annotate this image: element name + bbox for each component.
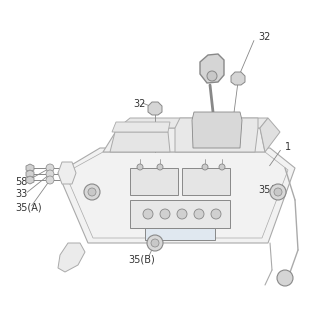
Polygon shape bbox=[112, 122, 170, 132]
Polygon shape bbox=[26, 164, 34, 172]
Polygon shape bbox=[200, 54, 224, 83]
Circle shape bbox=[219, 164, 225, 170]
Circle shape bbox=[160, 209, 170, 219]
Circle shape bbox=[88, 188, 96, 196]
Text: 35(A): 35(A) bbox=[15, 203, 42, 213]
Polygon shape bbox=[58, 243, 85, 272]
Circle shape bbox=[277, 270, 293, 286]
Polygon shape bbox=[192, 112, 242, 148]
Polygon shape bbox=[58, 162, 76, 184]
Circle shape bbox=[46, 170, 54, 178]
Circle shape bbox=[143, 209, 153, 219]
Text: 32: 32 bbox=[258, 32, 270, 42]
Text: 1: 1 bbox=[285, 142, 291, 152]
Text: 35(B): 35(B) bbox=[128, 255, 155, 265]
Circle shape bbox=[211, 209, 221, 219]
Circle shape bbox=[157, 164, 163, 170]
Polygon shape bbox=[145, 228, 215, 240]
Polygon shape bbox=[26, 176, 34, 184]
Polygon shape bbox=[103, 128, 265, 152]
Polygon shape bbox=[231, 72, 245, 85]
Circle shape bbox=[137, 164, 143, 170]
Circle shape bbox=[46, 164, 54, 172]
Circle shape bbox=[84, 184, 100, 200]
Text: 35(B): 35(B) bbox=[258, 184, 285, 194]
Circle shape bbox=[177, 209, 187, 219]
Circle shape bbox=[270, 184, 286, 200]
Polygon shape bbox=[118, 118, 268, 128]
Polygon shape bbox=[260, 118, 280, 152]
Polygon shape bbox=[58, 148, 295, 243]
Circle shape bbox=[202, 164, 208, 170]
Polygon shape bbox=[130, 200, 230, 228]
Circle shape bbox=[147, 235, 163, 251]
Text: 58: 58 bbox=[15, 177, 27, 187]
Polygon shape bbox=[26, 170, 34, 178]
Polygon shape bbox=[175, 118, 258, 152]
Polygon shape bbox=[130, 168, 178, 195]
Polygon shape bbox=[148, 102, 162, 115]
Circle shape bbox=[274, 188, 282, 196]
Text: 33: 33 bbox=[15, 189, 27, 199]
Circle shape bbox=[151, 239, 159, 247]
Circle shape bbox=[194, 209, 204, 219]
Polygon shape bbox=[182, 168, 230, 195]
Circle shape bbox=[46, 176, 54, 184]
Circle shape bbox=[207, 71, 217, 81]
Polygon shape bbox=[110, 132, 170, 152]
Text: 32: 32 bbox=[133, 99, 145, 109]
